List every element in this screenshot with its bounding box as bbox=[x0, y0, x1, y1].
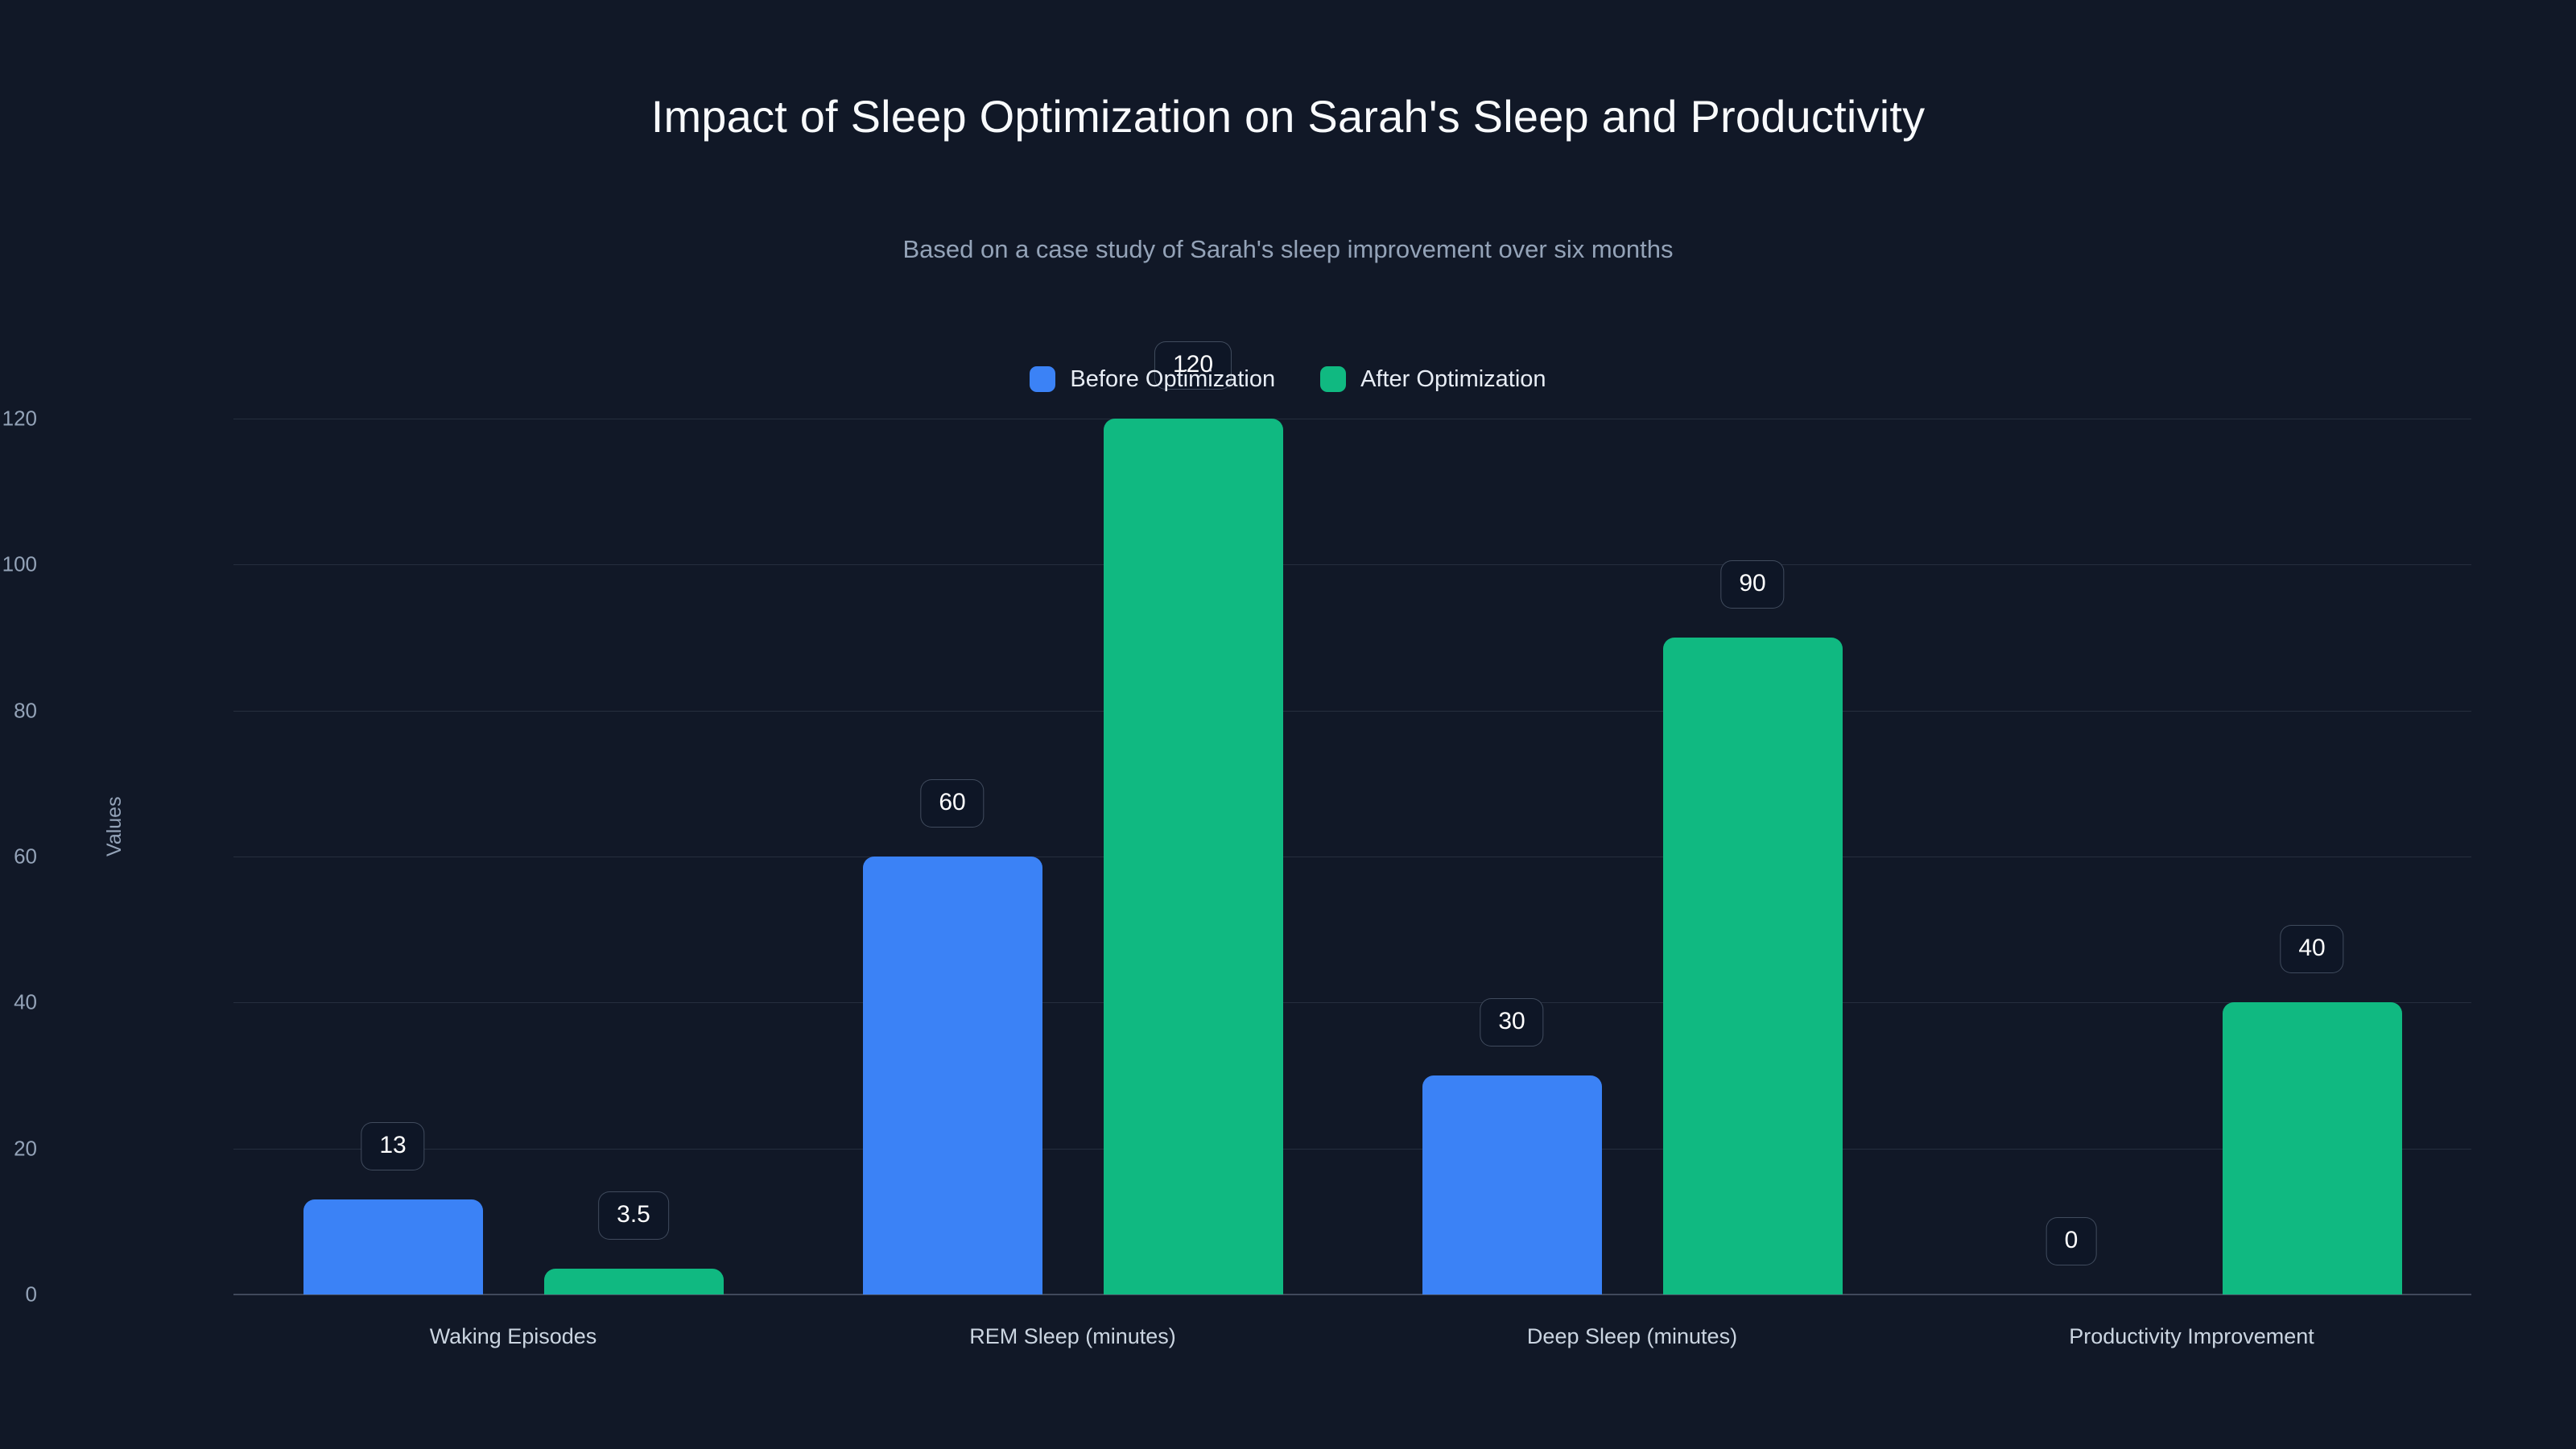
gridline bbox=[233, 710, 2471, 712]
gridline bbox=[233, 564, 2471, 566]
x-axis-category-label: Productivity Improvement bbox=[2069, 1324, 2314, 1348]
bar-after[interactable] bbox=[1662, 638, 1843, 1294]
bar-after[interactable] bbox=[543, 1269, 724, 1294]
bar-before[interactable] bbox=[862, 857, 1042, 1294]
gridline bbox=[233, 1294, 2471, 1295]
y-axis-tick-label: 80 bbox=[14, 698, 37, 723]
bar-after[interactable] bbox=[2222, 1002, 2402, 1294]
data-label-badge: 13 bbox=[361, 1122, 425, 1171]
gridline bbox=[233, 1148, 2471, 1150]
y-axis-title: Values bbox=[103, 796, 126, 857]
x-axis-category-label: Deep Sleep (minutes) bbox=[1526, 1324, 1738, 1348]
data-label-badge: 30 bbox=[1480, 998, 1544, 1046]
data-label-badge: 3.5 bbox=[598, 1191, 669, 1241]
legend-swatch-icon-after bbox=[1320, 366, 1347, 392]
legend-label-after: After Optimization bbox=[1360, 365, 1546, 392]
data-label-badge: 0 bbox=[2046, 1217, 2097, 1265]
y-axis-tick-label: 60 bbox=[14, 844, 37, 869]
y-axis-tick-label: 40 bbox=[14, 989, 37, 1014]
chart-legend: Before Optimization After Optimization bbox=[0, 366, 2576, 392]
y-axis-tick-label: 100 bbox=[2, 551, 37, 576]
bar-after[interactable] bbox=[1103, 419, 1283, 1294]
data-label-badge: 90 bbox=[1720, 560, 1785, 609]
data-label-badge: 40 bbox=[2280, 925, 2344, 974]
gridline bbox=[233, 1002, 2471, 1004]
x-axis-category-label: Waking Episodes bbox=[429, 1324, 597, 1348]
bar-before[interactable] bbox=[303, 1199, 483, 1294]
data-label-badge: 120 bbox=[1154, 341, 1232, 390]
data-label-badge: 60 bbox=[920, 779, 985, 828]
legend-swatch-icon-before bbox=[1030, 366, 1056, 392]
chart-title: Impact of Sleep Optimization on Sarah's … bbox=[650, 91, 1926, 142]
bar-before[interactable] bbox=[1422, 1075, 1602, 1294]
x-axis-line bbox=[233, 1294, 2471, 1295]
x-axis-category-label: REM Sleep (minutes) bbox=[969, 1324, 1176, 1348]
chart-subtitle: Based on a case study of Sarah's sleep i… bbox=[902, 235, 1674, 263]
legend-label-before: Before Optimization bbox=[1070, 365, 1276, 392]
plot-area: 0 20 40 60 80 100 120 13 3.5 60 120 30 90 0 40 bbox=[2, 341, 2471, 1307]
y-axis-tick-label: 20 bbox=[14, 1136, 37, 1161]
y-axis-tick-label: 120 bbox=[2, 406, 37, 431]
y-axis-tick-label: 0 bbox=[25, 1282, 37, 1307]
legend-item-after[interactable]: After Optimization bbox=[1320, 366, 1546, 392]
legend-item-before[interactable]: Before Optimization bbox=[1030, 366, 1275, 392]
